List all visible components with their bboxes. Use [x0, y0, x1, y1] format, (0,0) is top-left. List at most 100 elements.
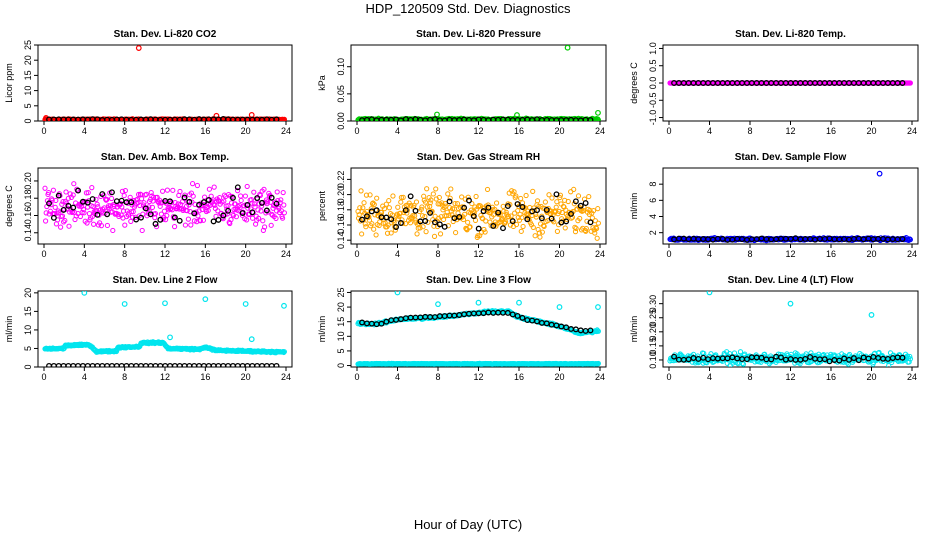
- data-point-hourly: [196, 201, 203, 208]
- x-tick-label: 12: [160, 372, 170, 382]
- data-point-minute: [119, 188, 126, 194]
- outlier-point: [43, 115, 49, 121]
- data-point-minute: [61, 219, 67, 225]
- y-tick-label: 0.22: [336, 171, 346, 189]
- data-point-minute: [411, 202, 417, 208]
- x-tick-label: 16: [826, 372, 836, 382]
- data-point-hourly: [186, 198, 193, 205]
- data-point-hourly: [142, 205, 149, 212]
- data-point-minute: [554, 228, 561, 234]
- y-tick-label: 0.16: [336, 216, 346, 234]
- data-point-minute: [534, 198, 541, 204]
- data-point-hourly: [215, 216, 222, 223]
- data-point-hourly: [577, 202, 584, 209]
- x-tick-label: 8: [747, 126, 752, 136]
- data-point-minute: [258, 203, 265, 209]
- x-tick-label: 16: [200, 126, 210, 136]
- data-point-minute: [392, 227, 398, 233]
- data-point-minute: [565, 198, 571, 205]
- data-point-minute: [454, 201, 461, 207]
- data-point-minute: [109, 195, 115, 202]
- data-point-hourly: [191, 210, 198, 217]
- data-point-hourly: [181, 194, 188, 201]
- data-point-hourly: [563, 324, 570, 331]
- data-point-minute: [185, 216, 191, 222]
- x-tick-label: 16: [514, 249, 524, 259]
- data-point-baseline: [595, 360, 601, 367]
- data-point-minute: [63, 189, 69, 195]
- data-point-hourly: [147, 211, 154, 218]
- data-point-hourly: [273, 200, 280, 207]
- data-point-hourly: [234, 184, 241, 191]
- x-tick-label: 12: [473, 372, 483, 382]
- data-point-minute: [562, 225, 568, 231]
- data-point-minute: [278, 197, 284, 203]
- data-point-minute: [506, 213, 512, 220]
- data-point-minute: [43, 218, 49, 224]
- data-point-hourly: [432, 219, 438, 226]
- data-point-hourly: [50, 214, 57, 221]
- data-point-minute: [518, 195, 524, 202]
- outlier-point: [595, 109, 601, 116]
- data-point-minute: [98, 223, 105, 229]
- y-tick-label: 0.15: [648, 337, 658, 355]
- data-point-minute: [445, 191, 451, 197]
- x-tick-label: 12: [785, 372, 795, 382]
- x-tick-label: 24: [907, 372, 917, 382]
- x-tick-label: 20: [554, 126, 564, 136]
- data-point-minute: [511, 189, 517, 195]
- panel-title: Stan. Dev. Li-820 Temp.: [735, 29, 846, 40]
- panel-title: Stan. Dev. Line 3 Flow: [426, 275, 531, 286]
- data-point-hourly: [836, 357, 843, 364]
- y-axis-label: percent: [317, 190, 327, 221]
- data-point-minute: [422, 199, 429, 205]
- x-tick-label: 24: [281, 126, 291, 136]
- data-point-minute: [560, 218, 566, 224]
- x-tick-label: 24: [281, 249, 291, 259]
- data-point-hourly: [397, 220, 404, 226]
- data-point-hourly: [167, 198, 173, 205]
- data-point-minute: [388, 230, 394, 236]
- data-point-hourly: [563, 218, 570, 225]
- data-point-hourly: [220, 212, 227, 219]
- data-point-minute: [417, 225, 423, 231]
- data-point-minute: [412, 217, 418, 223]
- data-point-minute: [396, 213, 402, 219]
- data-point-minute: [583, 225, 589, 232]
- data-point-minute: [560, 203, 567, 210]
- data-point-minute: [433, 186, 439, 192]
- data-point-hourly: [402, 207, 409, 214]
- x-tick-label: 12: [160, 126, 170, 136]
- data-point-minute: [151, 194, 157, 200]
- x-tick-label: 16: [514, 126, 524, 136]
- panel-title: Stan. Dev. Gas Stream RH: [417, 152, 540, 163]
- data-point-minute: [469, 200, 475, 207]
- data-point-minute: [906, 359, 912, 365]
- data-point-minute: [485, 202, 491, 208]
- data-point-minute: [594, 235, 600, 241]
- data-point-minute: [191, 218, 197, 224]
- data-point-minute: [483, 218, 489, 224]
- data-point-minute: [367, 192, 373, 198]
- plot-frame: [350, 44, 607, 122]
- points-layer: [667, 80, 913, 86]
- outlier-point: [516, 299, 522, 306]
- y-tick-label: 25: [23, 40, 33, 50]
- data-point-minute: [428, 197, 434, 203]
- data-point-minute: [194, 182, 200, 189]
- data-point-minute: [559, 209, 565, 216]
- data-point-minute: [398, 194, 404, 201]
- data-point-hourly: [109, 189, 115, 196]
- panel-title: Stan. Dev. Line 4 (LT) Flow: [728, 275, 854, 286]
- data-point-minute: [149, 204, 156, 210]
- data-point-minute: [101, 205, 108, 211]
- data-point-minute: [158, 211, 165, 217]
- data-point-minute: [119, 204, 125, 210]
- y-tick-label: 4: [648, 214, 658, 219]
- data-point-minute: [537, 234, 543, 240]
- data-point-minute: [590, 208, 597, 214]
- data-point-minute: [84, 220, 90, 226]
